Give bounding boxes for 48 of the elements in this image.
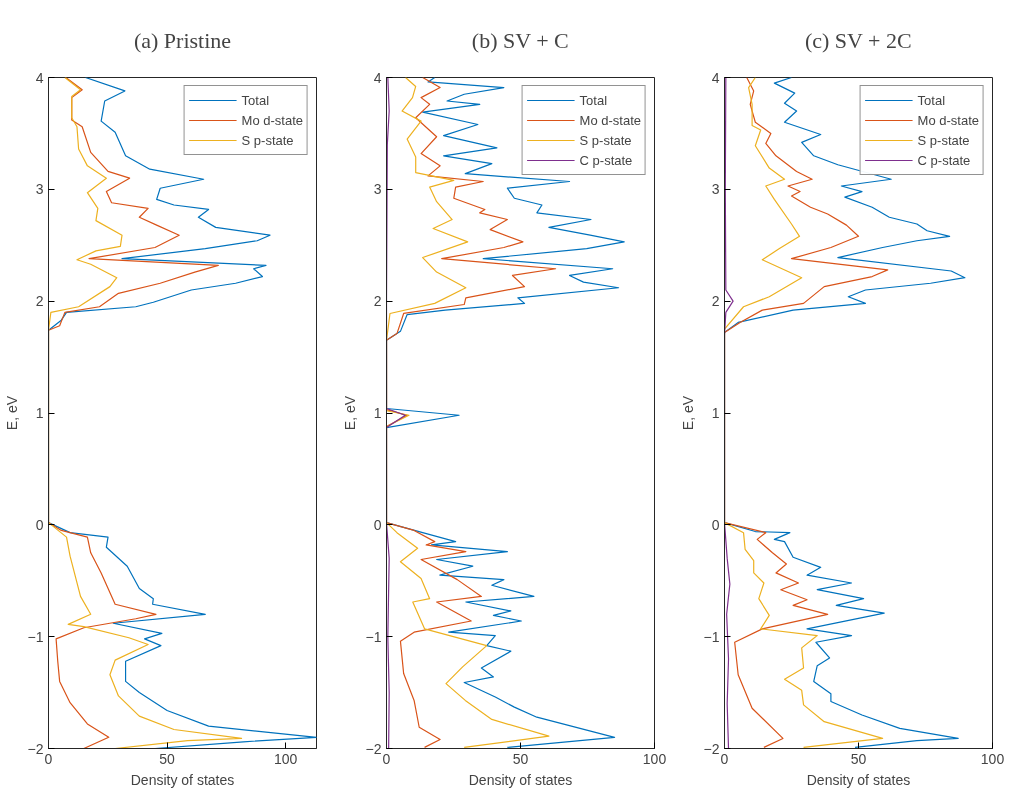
x-tick-label: 50 bbox=[850, 750, 867, 767]
x-tick-label: 50 bbox=[512, 750, 529, 767]
legend-label: C p-state bbox=[579, 152, 633, 168]
chart-title: (c) SV + 2C bbox=[804, 27, 912, 53]
y-tick-label: 3 bbox=[35, 181, 44, 198]
x-axis-title: Density of states bbox=[130, 771, 235, 788]
legend-label: Total bbox=[579, 92, 608, 108]
x-tick-label: 100 bbox=[642, 750, 667, 767]
y-tick-label: 4 bbox=[373, 69, 382, 86]
y-tick-label: 2 bbox=[373, 293, 382, 310]
legend-label: C p-state bbox=[917, 152, 971, 168]
y-tick-label: 0 bbox=[711, 516, 720, 533]
legend-label: Total bbox=[241, 92, 270, 108]
y-tick-label: −2 bbox=[27, 740, 44, 757]
x-tick-label: 100 bbox=[980, 750, 1005, 767]
y-tick-label: 4 bbox=[711, 69, 720, 86]
legend-label: Total bbox=[917, 92, 946, 108]
y-tick-label: 0 bbox=[373, 516, 382, 533]
x-tick-label: 50 bbox=[159, 750, 176, 767]
y-axis-title: E, eV bbox=[3, 395, 20, 431]
legend-label: S p-state bbox=[917, 132, 970, 148]
chart-title: (a) Pristine bbox=[133, 27, 232, 53]
y-tick-label: 2 bbox=[711, 293, 720, 310]
legend-label: Mo d-state bbox=[579, 112, 641, 128]
x-axis-title: Density of states bbox=[468, 771, 573, 788]
y-tick-label: 2 bbox=[35, 293, 44, 310]
legend-label: Mo d-state bbox=[917, 112, 979, 128]
y-tick-label: −1 bbox=[365, 628, 382, 645]
chart-title: (b) SV + C bbox=[471, 27, 569, 53]
legend-label: S p-state bbox=[241, 132, 294, 148]
legend-label: S p-state bbox=[579, 132, 632, 148]
y-tick-label: 0 bbox=[35, 516, 44, 533]
x-axis-title: Density of states bbox=[806, 771, 911, 788]
y-tick-label: 1 bbox=[35, 405, 44, 421]
x-tick-label: 100 bbox=[273, 750, 298, 767]
y-tick-label: 1 bbox=[373, 405, 382, 421]
y-tick-label: −2 bbox=[365, 740, 382, 757]
line-series bbox=[48, 77, 317, 749]
y-tick-label: −1 bbox=[27, 628, 44, 645]
y-axis-title: E, eV bbox=[679, 395, 696, 431]
y-tick-label: −1 bbox=[703, 628, 720, 645]
y-tick-label: −2 bbox=[703, 740, 720, 757]
y-tick-label: 3 bbox=[373, 181, 382, 198]
legend-label: Mo d-state bbox=[241, 112, 303, 128]
y-tick-label: 3 bbox=[711, 181, 720, 198]
y-tick-label: 4 bbox=[35, 69, 44, 86]
y-tick-label: 1 bbox=[711, 405, 720, 421]
y-axis-title: E, eV bbox=[341, 395, 358, 431]
